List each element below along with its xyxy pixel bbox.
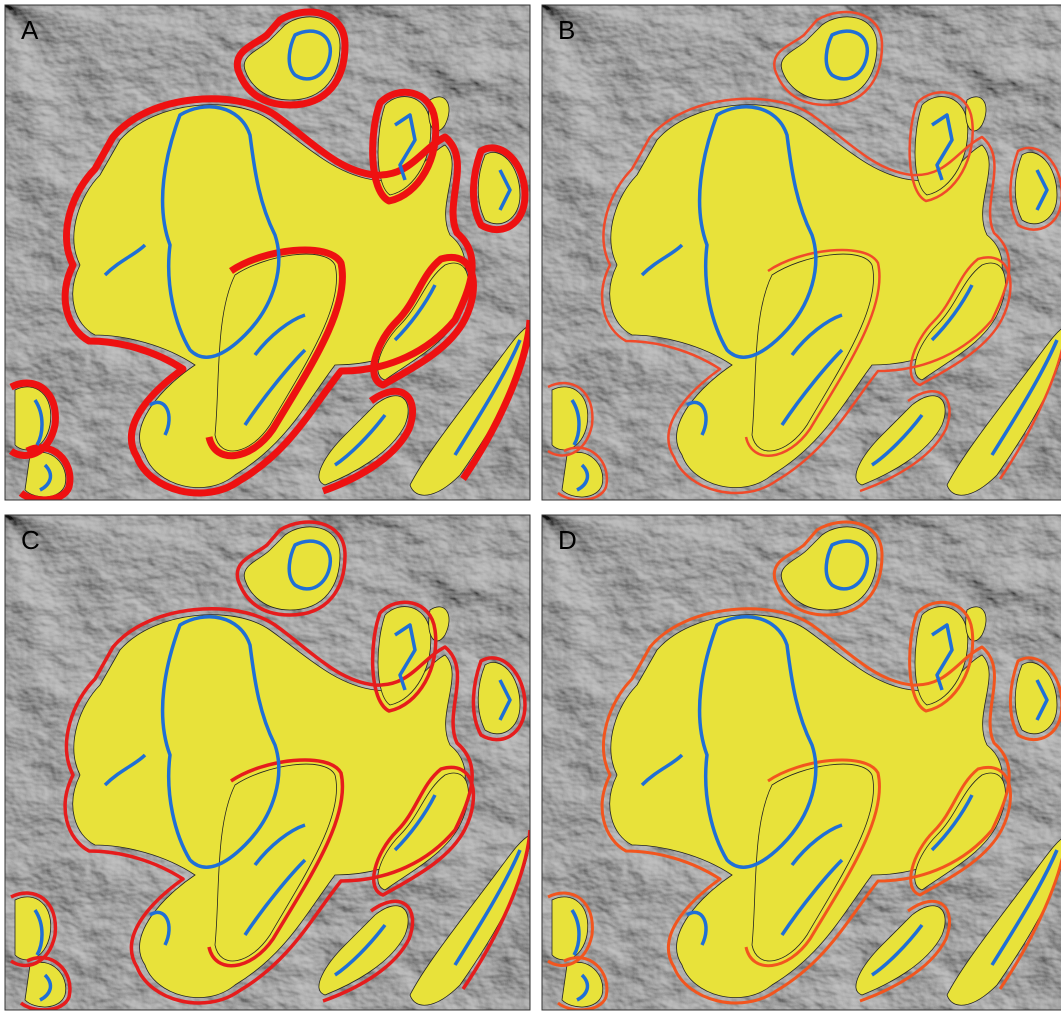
page: ABCD (() => { const data = JSON.parse(do… [0,0,1061,1015]
map-panel: B [542,5,1061,500]
map-content [5,515,530,1010]
panels: A B C D [5,5,1061,1010]
map-content [542,5,1061,500]
panel-label: D [558,525,577,555]
map-content [542,515,1061,1010]
figure: A B C D [0,0,1061,1015]
map-panel: D [542,515,1061,1010]
panel-label: A [21,15,39,45]
map-content [5,5,530,500]
panel-label: C [21,525,40,555]
panel-label: B [558,15,575,45]
map-panel: C [5,515,530,1010]
map-panel: A [5,5,530,500]
